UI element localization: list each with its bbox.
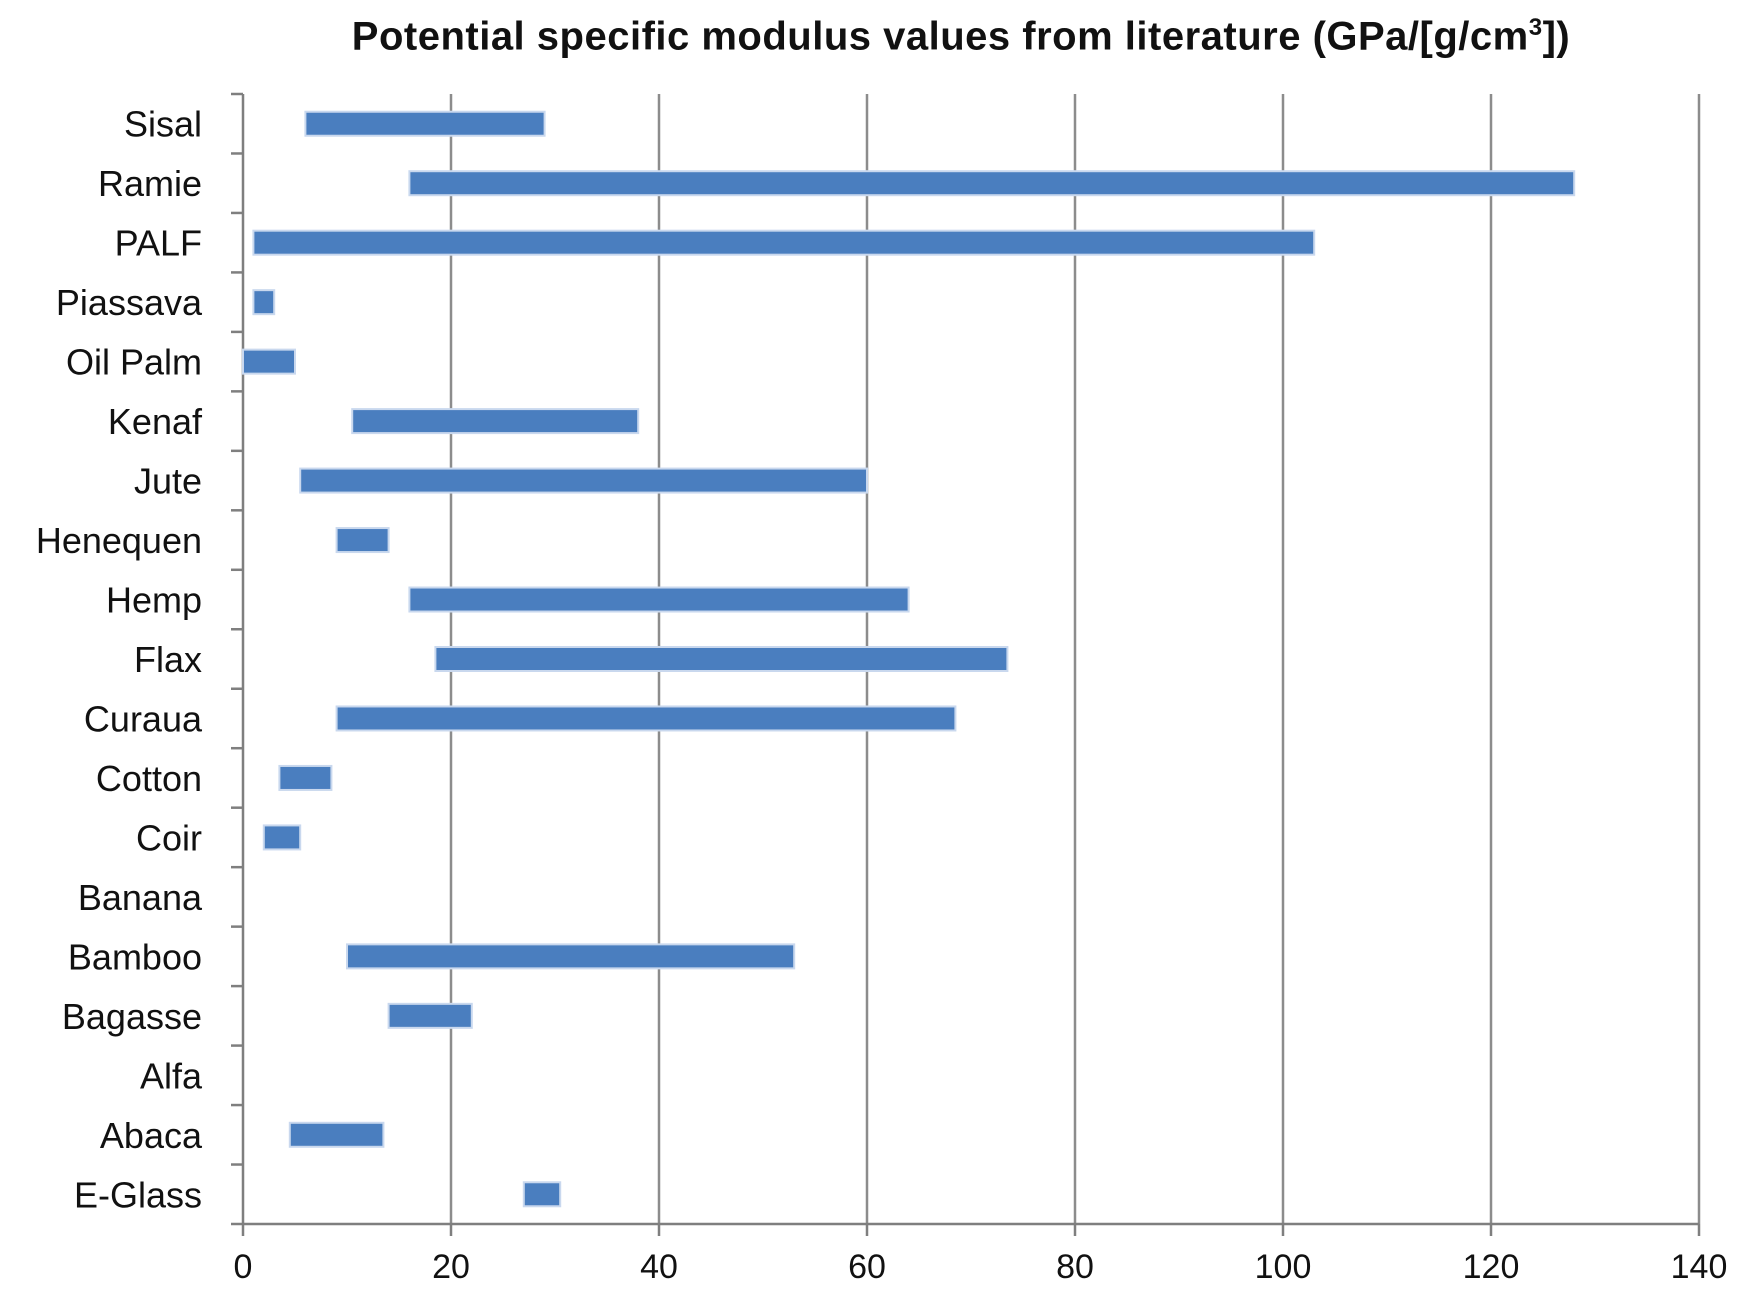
bar-bamboo: [346, 943, 796, 970]
y-tick-label-banana: Banana: [78, 877, 203, 918]
bar-henequen: [335, 527, 390, 554]
y-tick-label-curaua: Curaua: [84, 698, 203, 739]
chart-title-text: Potential specific modulus values from l…: [351, 14, 1529, 59]
chart-title: Potential specific modulus values from l…: [0, 14, 1742, 59]
bar-oil-palm: [242, 348, 296, 375]
bar-sisal: [304, 110, 546, 137]
y-tick-label-flax: Flax: [134, 639, 202, 680]
y-tick-label-bamboo: Bamboo: [68, 936, 202, 977]
bar-bagasse: [387, 1002, 473, 1029]
x-tick-label-4: 80: [1056, 1248, 1094, 1286]
y-tick-label-oil-palm: Oil Palm: [66, 342, 202, 383]
y-tick-label-ramie: Ramie: [98, 163, 202, 204]
chart-title-superscript: 3: [1528, 14, 1543, 41]
y-tick-label-bagasse: Bagasse: [62, 996, 202, 1037]
bar-coir: [262, 824, 302, 851]
chart-title-tail: ]): [1542, 14, 1571, 59]
y-tick-label-palf: PALF: [115, 223, 202, 264]
bar-cotton: [278, 764, 333, 791]
bar-e-glass: [522, 1181, 562, 1208]
y-tick-label-jute: Jute: [134, 461, 202, 502]
bar-curaua: [335, 705, 957, 732]
y-tick-label-alfa: Alfa: [140, 1055, 203, 1096]
y-tick-label-e-glass: E-Glass: [74, 1174, 202, 1215]
bar-flax: [434, 646, 1009, 672]
bar-abaca: [288, 1121, 385, 1148]
x-tick-label-7: 140: [1671, 1248, 1728, 1286]
y-tick-label-kenaf: Kenaf: [108, 401, 203, 442]
x-tick-label-6: 120: [1463, 1248, 1520, 1286]
y-tick-label-hemp: Hemp: [106, 580, 202, 621]
y-tick-label-cotton: Cotton: [96, 758, 202, 799]
bar-jute: [299, 467, 868, 494]
bar-ramie: [408, 170, 1576, 197]
y-tick-label-piassava: Piassava: [56, 282, 203, 323]
y-tick-label-abaca: Abaca: [100, 1115, 203, 1156]
y-tick-label-coir: Coir: [136, 817, 202, 858]
x-tick-label-2: 40: [640, 1248, 678, 1286]
y-tick-label-sisal: Sisal: [124, 104, 202, 145]
x-tick-label-3: 60: [848, 1248, 886, 1286]
x-tick-label-5: 100: [1255, 1248, 1312, 1286]
bar-piassava: [252, 289, 276, 316]
bar-palf: [252, 229, 1316, 256]
bar-hemp: [408, 586, 910, 613]
x-tick-label-0: 0: [234, 1248, 253, 1286]
y-tick-label-henequen: Henequen: [36, 520, 202, 561]
bar-kenaf: [351, 408, 640, 435]
x-tick-label-1: 20: [432, 1248, 470, 1286]
